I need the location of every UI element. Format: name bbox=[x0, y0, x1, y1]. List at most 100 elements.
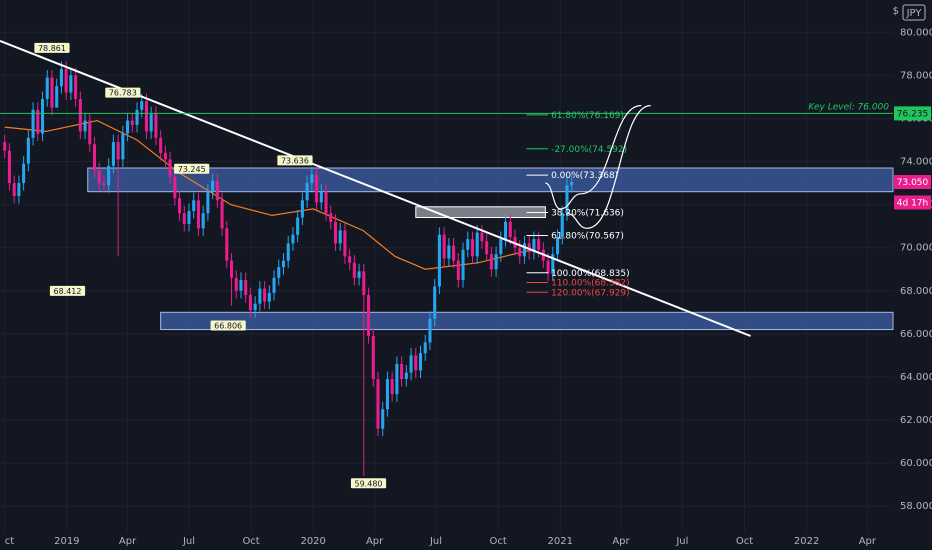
candle bbox=[565, 185, 569, 214]
candle bbox=[163, 152, 167, 160]
candle bbox=[206, 191, 210, 214]
x-axis: ct 2019 Apr Jul Oct 2020 Apr Jul Oct 2021 Apr Jul Oc… bbox=[5, 536, 877, 547]
x-tick-label: Jul bbox=[429, 536, 442, 547]
candle bbox=[409, 355, 413, 373]
candle bbox=[45, 77, 49, 100]
candle bbox=[329, 213, 333, 222]
price-badge-bg bbox=[894, 175, 931, 189]
candle bbox=[272, 277, 276, 293]
candle bbox=[126, 120, 130, 134]
y-tick-label: 64.000 bbox=[900, 372, 932, 383]
fib-label: 100.00%(68.835) bbox=[551, 269, 630, 279]
highlight-text: 59.480 bbox=[355, 479, 383, 488]
highlight-label: 66.806 bbox=[210, 320, 246, 331]
candle bbox=[456, 260, 460, 280]
candle bbox=[3, 142, 7, 151]
x-tick-label: Oct bbox=[489, 536, 506, 547]
candle bbox=[522, 243, 526, 257]
highlight-box bbox=[210, 320, 246, 331]
candle bbox=[225, 228, 229, 261]
candle bbox=[338, 230, 342, 244]
grid bbox=[0, 0, 893, 532]
highlight-box bbox=[277, 155, 313, 166]
fib-label: 61.80%(76.169) bbox=[551, 111, 624, 121]
candle bbox=[277, 267, 281, 278]
candle bbox=[17, 183, 21, 196]
price-badges: 76.235 73.050 4d 17h bbox=[894, 106, 931, 210]
y-tick-label: 58.000 bbox=[900, 501, 932, 512]
key-level-label: Key Level: 76.000 bbox=[808, 102, 889, 112]
fib-label: 61.80%(70.567) bbox=[551, 231, 624, 241]
candle bbox=[111, 142, 115, 166]
candle bbox=[234, 277, 238, 291]
candle bbox=[229, 260, 234, 278]
candle bbox=[428, 318, 432, 343]
candle bbox=[305, 183, 309, 201]
candle bbox=[220, 200, 224, 229]
price-badge-text: 4d 17h bbox=[897, 198, 928, 208]
ma-line bbox=[4, 119, 533, 270]
candle bbox=[74, 75, 78, 100]
candle bbox=[239, 280, 243, 291]
currency-badge[interactable]: JPY bbox=[902, 4, 926, 21]
highlight-label: 73.245 bbox=[174, 163, 210, 174]
candle bbox=[116, 142, 120, 160]
candle bbox=[178, 198, 182, 214]
candle bbox=[300, 200, 304, 218]
candle bbox=[296, 217, 300, 235]
candle bbox=[504, 221, 508, 240]
candle bbox=[452, 245, 456, 261]
candle bbox=[485, 241, 489, 255]
x-tick-label: Jul bbox=[182, 536, 195, 547]
fib-label: 120.00%(67.929) bbox=[551, 288, 630, 298]
candle bbox=[192, 200, 196, 212]
highlight-label: 59.480 bbox=[350, 478, 387, 489]
candle bbox=[551, 254, 555, 274]
price-badge-text: 76.235 bbox=[897, 109, 929, 119]
candle bbox=[7, 150, 11, 184]
candle bbox=[281, 260, 286, 268]
y-tick-label: 70.000 bbox=[900, 243, 932, 254]
candle bbox=[102, 183, 106, 186]
x-tick-label: 2019 bbox=[54, 536, 79, 547]
highlight-label: 73.636 bbox=[277, 155, 313, 166]
y-tick-label: 60.000 bbox=[900, 458, 932, 469]
candle bbox=[69, 75, 73, 93]
candle bbox=[244, 280, 248, 296]
candle bbox=[437, 234, 441, 287]
candle bbox=[475, 232, 479, 257]
candle bbox=[513, 236, 517, 248]
candle bbox=[267, 292, 271, 302]
candle bbox=[357, 271, 361, 278]
highlight-text: 68.412 bbox=[53, 287, 81, 296]
candle bbox=[494, 254, 498, 270]
projection-path-alt bbox=[566, 104, 651, 229]
candle bbox=[248, 295, 252, 311]
price-badge-bg bbox=[894, 195, 931, 210]
candle bbox=[26, 137, 30, 164]
candle bbox=[518, 247, 522, 257]
highlight-text: 73.245 bbox=[178, 165, 206, 174]
zones bbox=[87, 167, 894, 331]
highlight-box bbox=[49, 285, 86, 296]
candle bbox=[315, 174, 319, 203]
candle bbox=[59, 68, 63, 87]
highlight-text: 73.636 bbox=[281, 156, 309, 165]
candle bbox=[173, 176, 177, 199]
candle bbox=[447, 245, 451, 259]
x-tick-label: 2022 bbox=[794, 536, 819, 547]
corner-glyph: $ bbox=[893, 6, 899, 17]
candle bbox=[418, 353, 423, 371]
candle bbox=[64, 68, 68, 93]
highlight-box bbox=[350, 478, 387, 489]
candle bbox=[40, 99, 45, 134]
candle bbox=[324, 191, 328, 214]
candle bbox=[154, 114, 158, 138]
highlight-text: 78.861 bbox=[38, 44, 66, 53]
candle bbox=[390, 379, 394, 395]
candle bbox=[480, 232, 484, 242]
candle bbox=[121, 133, 125, 160]
candle bbox=[253, 303, 257, 311]
candle bbox=[461, 249, 465, 280]
